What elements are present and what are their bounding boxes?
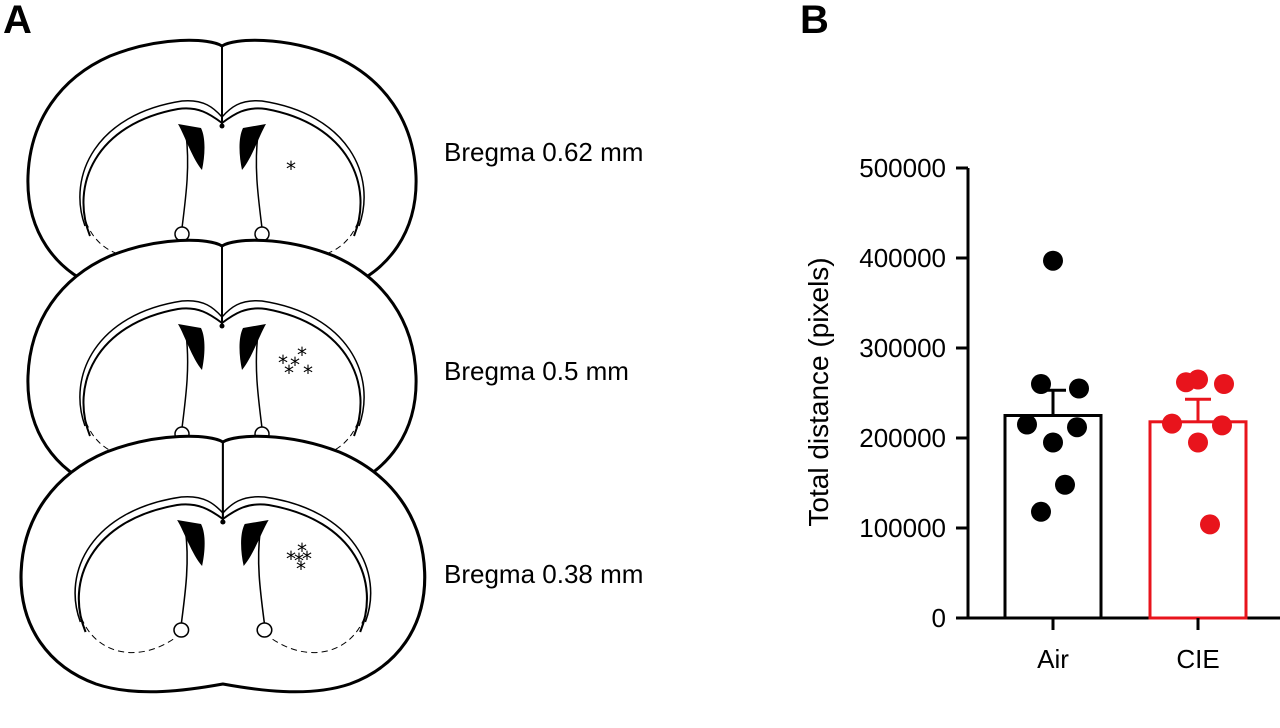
panel-b-letter: B <box>800 0 829 42</box>
data-point <box>1214 374 1234 394</box>
x-ticks: Air CIE <box>1037 618 1220 674</box>
svg-text:*: * <box>296 557 306 581</box>
data-point <box>1162 413 1182 434</box>
section-label-1: Bregma 0.62 mm <box>444 137 643 167</box>
data-point <box>1067 417 1087 438</box>
data-point <box>1176 372 1196 393</box>
data-point <box>1043 250 1063 271</box>
svg-text:*: * <box>297 343 307 367</box>
data-point <box>1055 474 1075 495</box>
data-point <box>1043 432 1063 453</box>
svg-text:*: * <box>290 353 300 377</box>
injection-sites-section-2: * * * * * <box>278 343 313 385</box>
injection-sites-section-1: * <box>286 157 296 181</box>
y-tick-label: 100000 <box>859 513 946 543</box>
y-tick-label: 400000 <box>859 243 946 273</box>
svg-text:*: * <box>302 547 312 571</box>
y-tick-label: 200000 <box>859 423 946 453</box>
svg-text:*: * <box>297 539 307 563</box>
svg-text:*: * <box>286 157 296 181</box>
data-point <box>1031 374 1051 394</box>
panel-a-letter: A <box>3 0 32 42</box>
data-point <box>1031 501 1051 522</box>
injection-sites-section-3: * * * * * <box>286 539 312 581</box>
y-ticks: 0 100000 200000 300000 400000 500000 <box>859 153 968 633</box>
svg-text:*: * <box>284 361 294 385</box>
bars <box>1003 250 1248 620</box>
section-label-2: Bregma 0.5 mm <box>444 356 629 386</box>
svg-text:*: * <box>294 549 304 573</box>
data-point <box>1200 514 1220 535</box>
svg-text:*: * <box>303 361 313 385</box>
data-point <box>1212 415 1232 436</box>
brain-section-3 <box>19 434 427 694</box>
y-tick-label: 300000 <box>859 333 946 363</box>
svg-text:*: * <box>286 547 296 571</box>
x-tick-label: CIE <box>1176 644 1219 674</box>
x-tick-label: Air <box>1037 644 1069 674</box>
svg-text:*: * <box>278 351 288 375</box>
y-tick-label: 0 <box>932 603 946 633</box>
data-point <box>1069 378 1089 399</box>
y-tick-label: 500000 <box>859 153 946 183</box>
bar-chart: Total distance (pixels) 0 100000 200000 300… <box>803 153 1280 674</box>
y-axis-title: Total distance (pixels) <box>803 257 834 526</box>
data-point <box>1188 432 1208 453</box>
section-label-3: Bregma 0.38 mm <box>444 559 643 589</box>
data-point <box>1017 414 1037 435</box>
